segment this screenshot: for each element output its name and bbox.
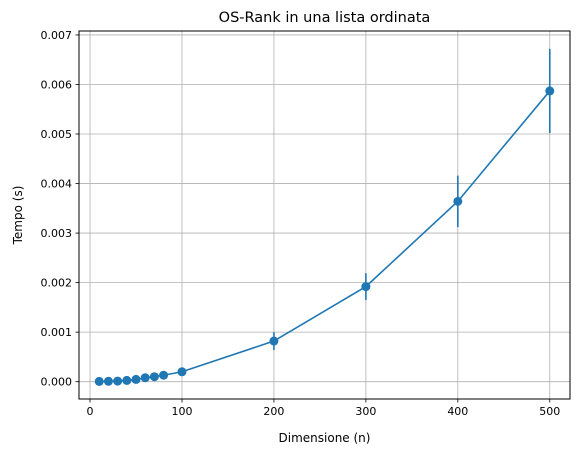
data-point	[361, 282, 371, 292]
data-point	[131, 374, 141, 384]
data-point	[177, 367, 187, 377]
chart-title: OS-Rank in una lista ordinata	[219, 10, 431, 26]
data-point	[94, 376, 104, 386]
data-point	[269, 336, 279, 346]
y-tick-label: 0.004	[41, 178, 73, 191]
x-tick-label: 400	[447, 405, 468, 418]
data-point	[103, 376, 113, 386]
series-line	[99, 90, 551, 383]
x-axis-ticks: 0 100 200 300 400 500	[87, 399, 560, 418]
y-axis-label: Tempo (s)	[11, 186, 25, 246]
y-tick-label: 0.003	[41, 227, 73, 240]
x-axis-label: Dimensione (n)	[279, 431, 371, 445]
grid-lines	[79, 31, 570, 399]
y-tick-label: 0.007	[41, 29, 73, 42]
y-tick-label: 0.006	[41, 78, 73, 91]
x-tick-label: 0	[87, 405, 94, 418]
x-tick-label: 300	[355, 405, 376, 418]
data-point	[122, 375, 132, 385]
y-tick-label: 0.000	[41, 376, 73, 389]
data-point	[113, 376, 123, 386]
data-point	[140, 373, 150, 383]
data-point	[159, 370, 169, 380]
data-point	[149, 372, 159, 382]
x-tick-label: 500	[539, 405, 560, 418]
data-point	[545, 86, 555, 96]
y-tick-label: 0.002	[41, 277, 73, 290]
data-point	[453, 196, 463, 206]
y-tick-label: 0.001	[41, 326, 73, 339]
plot-frame	[78, 30, 571, 400]
y-tick-label: 0.005	[41, 128, 73, 141]
y-axis-ticks: 0.000 0.001 0.002 0.003 0.004 0.005 0.006 0.007	[41, 29, 79, 389]
x-tick-label: 200	[263, 405, 284, 418]
x-tick-label: 100	[171, 405, 192, 418]
data-series	[94, 48, 555, 386]
